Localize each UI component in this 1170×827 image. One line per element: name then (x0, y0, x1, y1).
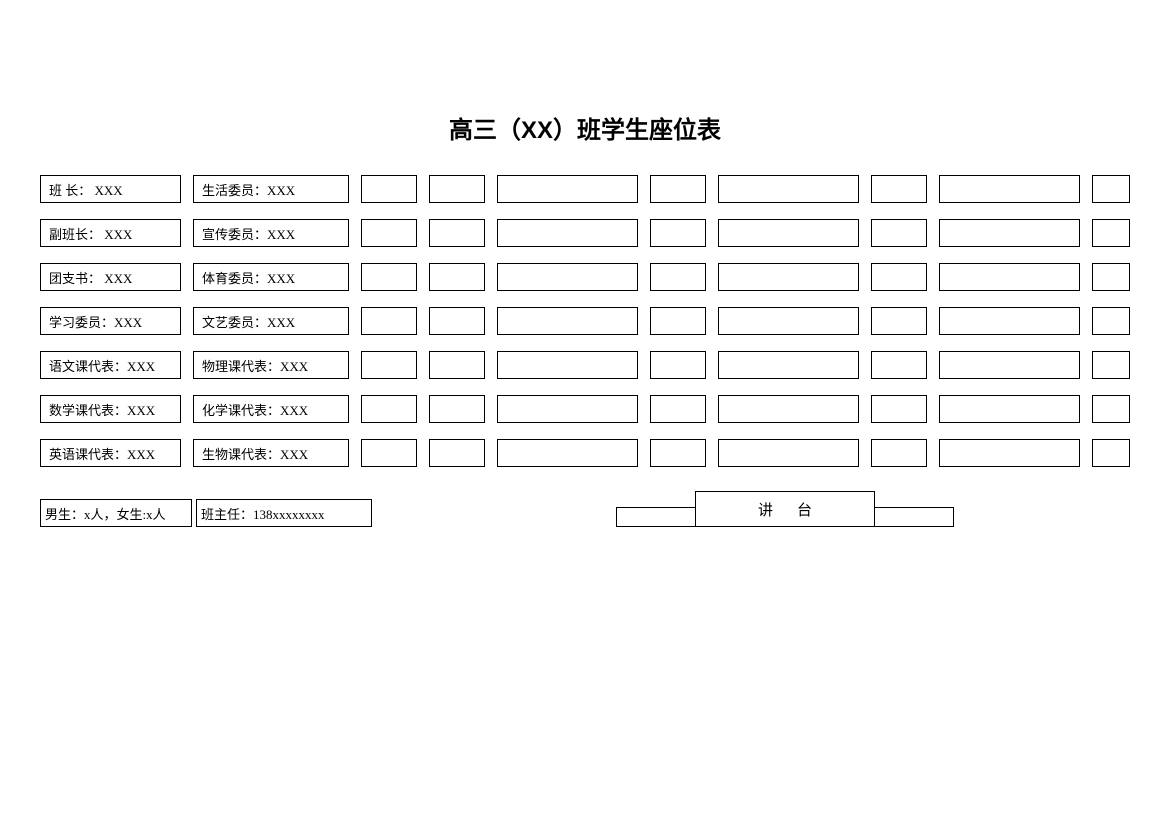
seat-cell (871, 263, 927, 291)
seat-cell (361, 263, 417, 291)
role-cell: 生物课代表：XXX (193, 439, 349, 467)
seat-cell (429, 351, 485, 379)
seat-cell (497, 351, 638, 379)
seat-cell (939, 395, 1080, 423)
grid-row: 英语课代表：XXX 生物课代表：XXX (40, 439, 1130, 467)
seating-grid: 班 长： XXX 生活委员：XXX 副班长： XXX 宣传委员：XXX 团支书：… (0, 175, 1170, 467)
gender-count-cell: 男生：x人，女生:x人 (40, 499, 192, 527)
seat-cell (939, 263, 1080, 291)
grid-row: 学习委员：XXX 文艺委员：XXX (40, 307, 1130, 335)
seat-cell (361, 351, 417, 379)
seat-cell (718, 307, 859, 335)
role-cell: 体育委员：XXX (193, 263, 349, 291)
seat-cell (939, 351, 1080, 379)
seat-cell (718, 219, 859, 247)
grid-row: 语文课代表：XXX 物理课代表：XXX (40, 351, 1130, 379)
seat-cell (871, 219, 927, 247)
role-cell: 副班长： XXX (40, 219, 181, 247)
seat-cell (1092, 439, 1130, 467)
seat-cell (497, 395, 638, 423)
seat-cell (429, 395, 485, 423)
seat-cell (1092, 351, 1130, 379)
grid-row: 副班长： XXX 宣传委员：XXX (40, 219, 1130, 247)
seat-cell (650, 307, 706, 335)
seat-cell (718, 439, 859, 467)
seat-cell (650, 219, 706, 247)
seat-cell (871, 395, 927, 423)
seat-cell (718, 175, 859, 203)
seat-cell (718, 351, 859, 379)
teacher-cell: 班主任：138xxxxxxxx (196, 499, 372, 527)
seat-cell (1092, 307, 1130, 335)
grid-row: 团支书： XXX 体育委员：XXX (40, 263, 1130, 291)
seat-cell (939, 439, 1080, 467)
seat-cell (650, 351, 706, 379)
seat-cell (497, 307, 638, 335)
role-cell: 文艺委员：XXX (193, 307, 349, 335)
seat-cell (429, 175, 485, 203)
seat-cell (361, 439, 417, 467)
seat-cell (871, 175, 927, 203)
podium-label: 讲台 (695, 491, 875, 527)
seat-cell (718, 395, 859, 423)
seat-cell (361, 395, 417, 423)
seat-cell (497, 439, 638, 467)
role-cell: 数学课代表：XXX (40, 395, 181, 423)
seat-cell (939, 175, 1080, 203)
seat-cell (939, 219, 1080, 247)
seat-cell (650, 439, 706, 467)
seat-cell (497, 263, 638, 291)
seat-cell (361, 219, 417, 247)
role-cell: 生活委员：XXX (193, 175, 349, 203)
seat-cell (361, 307, 417, 335)
podium-right (874, 507, 954, 527)
footer-row: 男生：x人，女生:x人 班主任：138xxxxxxxx 讲台 (0, 487, 1170, 527)
seat-cell (429, 263, 485, 291)
seat-cell (1092, 263, 1130, 291)
grid-row: 数学课代表：XXX 化学课代表：XXX (40, 395, 1130, 423)
seat-cell (1092, 219, 1130, 247)
seat-cell (497, 219, 638, 247)
seat-cell (871, 351, 927, 379)
page-title: 高三（XX）班学生座位表 (0, 0, 1170, 175)
seat-cell (1092, 395, 1130, 423)
seat-cell (871, 307, 927, 335)
seat-cell (361, 175, 417, 203)
role-cell: 语文课代表：XXX (40, 351, 181, 379)
grid-row: 班 长： XXX 生活委员：XXX (40, 175, 1130, 203)
role-cell: 宣传委员：XXX (193, 219, 349, 247)
seat-cell (429, 219, 485, 247)
podium: 讲台 (616, 491, 954, 527)
role-cell: 英语课代表：XXX (40, 439, 181, 467)
seat-cell (650, 175, 706, 203)
role-cell: 化学课代表：XXX (193, 395, 349, 423)
seat-cell (650, 263, 706, 291)
role-cell: 班 长： XXX (40, 175, 181, 203)
seat-cell (871, 439, 927, 467)
role-cell: 团支书： XXX (40, 263, 181, 291)
seat-cell (429, 307, 485, 335)
podium-left (616, 507, 696, 527)
role-cell: 物理课代表：XXX (193, 351, 349, 379)
seat-cell (939, 307, 1080, 335)
seat-cell (650, 395, 706, 423)
seat-cell (429, 439, 485, 467)
seat-cell (718, 263, 859, 291)
seat-cell (497, 175, 638, 203)
seat-cell (1092, 175, 1130, 203)
role-cell: 学习委员：XXX (40, 307, 181, 335)
